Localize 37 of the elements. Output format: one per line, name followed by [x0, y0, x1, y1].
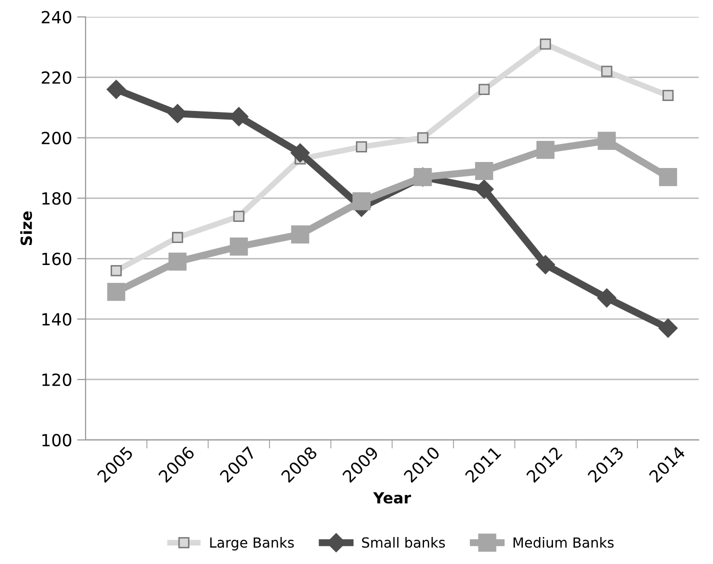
point: [475, 162, 494, 180]
point: [168, 252, 187, 271]
y-tick-label: 100: [42, 434, 72, 446]
point: [352, 192, 371, 210]
x-axis-title: Year: [373, 492, 412, 504]
y-axis-title: Size: [20, 211, 32, 246]
point: [662, 90, 674, 102]
point: [233, 210, 244, 222]
y-tick-label: 240: [42, 10, 72, 24]
point: [417, 132, 428, 144]
point: [478, 84, 490, 95]
y-tick-label: 220: [42, 71, 72, 84]
point: [598, 132, 616, 150]
point: [230, 238, 248, 256]
y-tick-label: 160: [42, 252, 72, 266]
y-tick-label: 200: [42, 132, 72, 144]
point: [107, 282, 126, 301]
point: [597, 288, 616, 308]
point: [110, 265, 122, 276]
y-tick-label: 180: [42, 192, 72, 205]
point: [474, 180, 494, 199]
point: [536, 255, 555, 274]
y-tick-label: 120: [42, 373, 72, 386]
point: [536, 140, 554, 159]
point: [601, 66, 612, 77]
point: [172, 232, 184, 244]
legend-label: Medium Banks: [514, 537, 614, 548]
legend-label: Small banks: [362, 537, 445, 548]
legend-label: Large Banks: [210, 537, 294, 550]
y-tick-label: 140: [42, 313, 72, 326]
point: [659, 168, 678, 186]
point: [106, 80, 126, 99]
point: [290, 143, 310, 162]
point: [356, 141, 368, 152]
point: [658, 318, 678, 338]
point: [540, 38, 551, 50]
point: [291, 225, 310, 244]
